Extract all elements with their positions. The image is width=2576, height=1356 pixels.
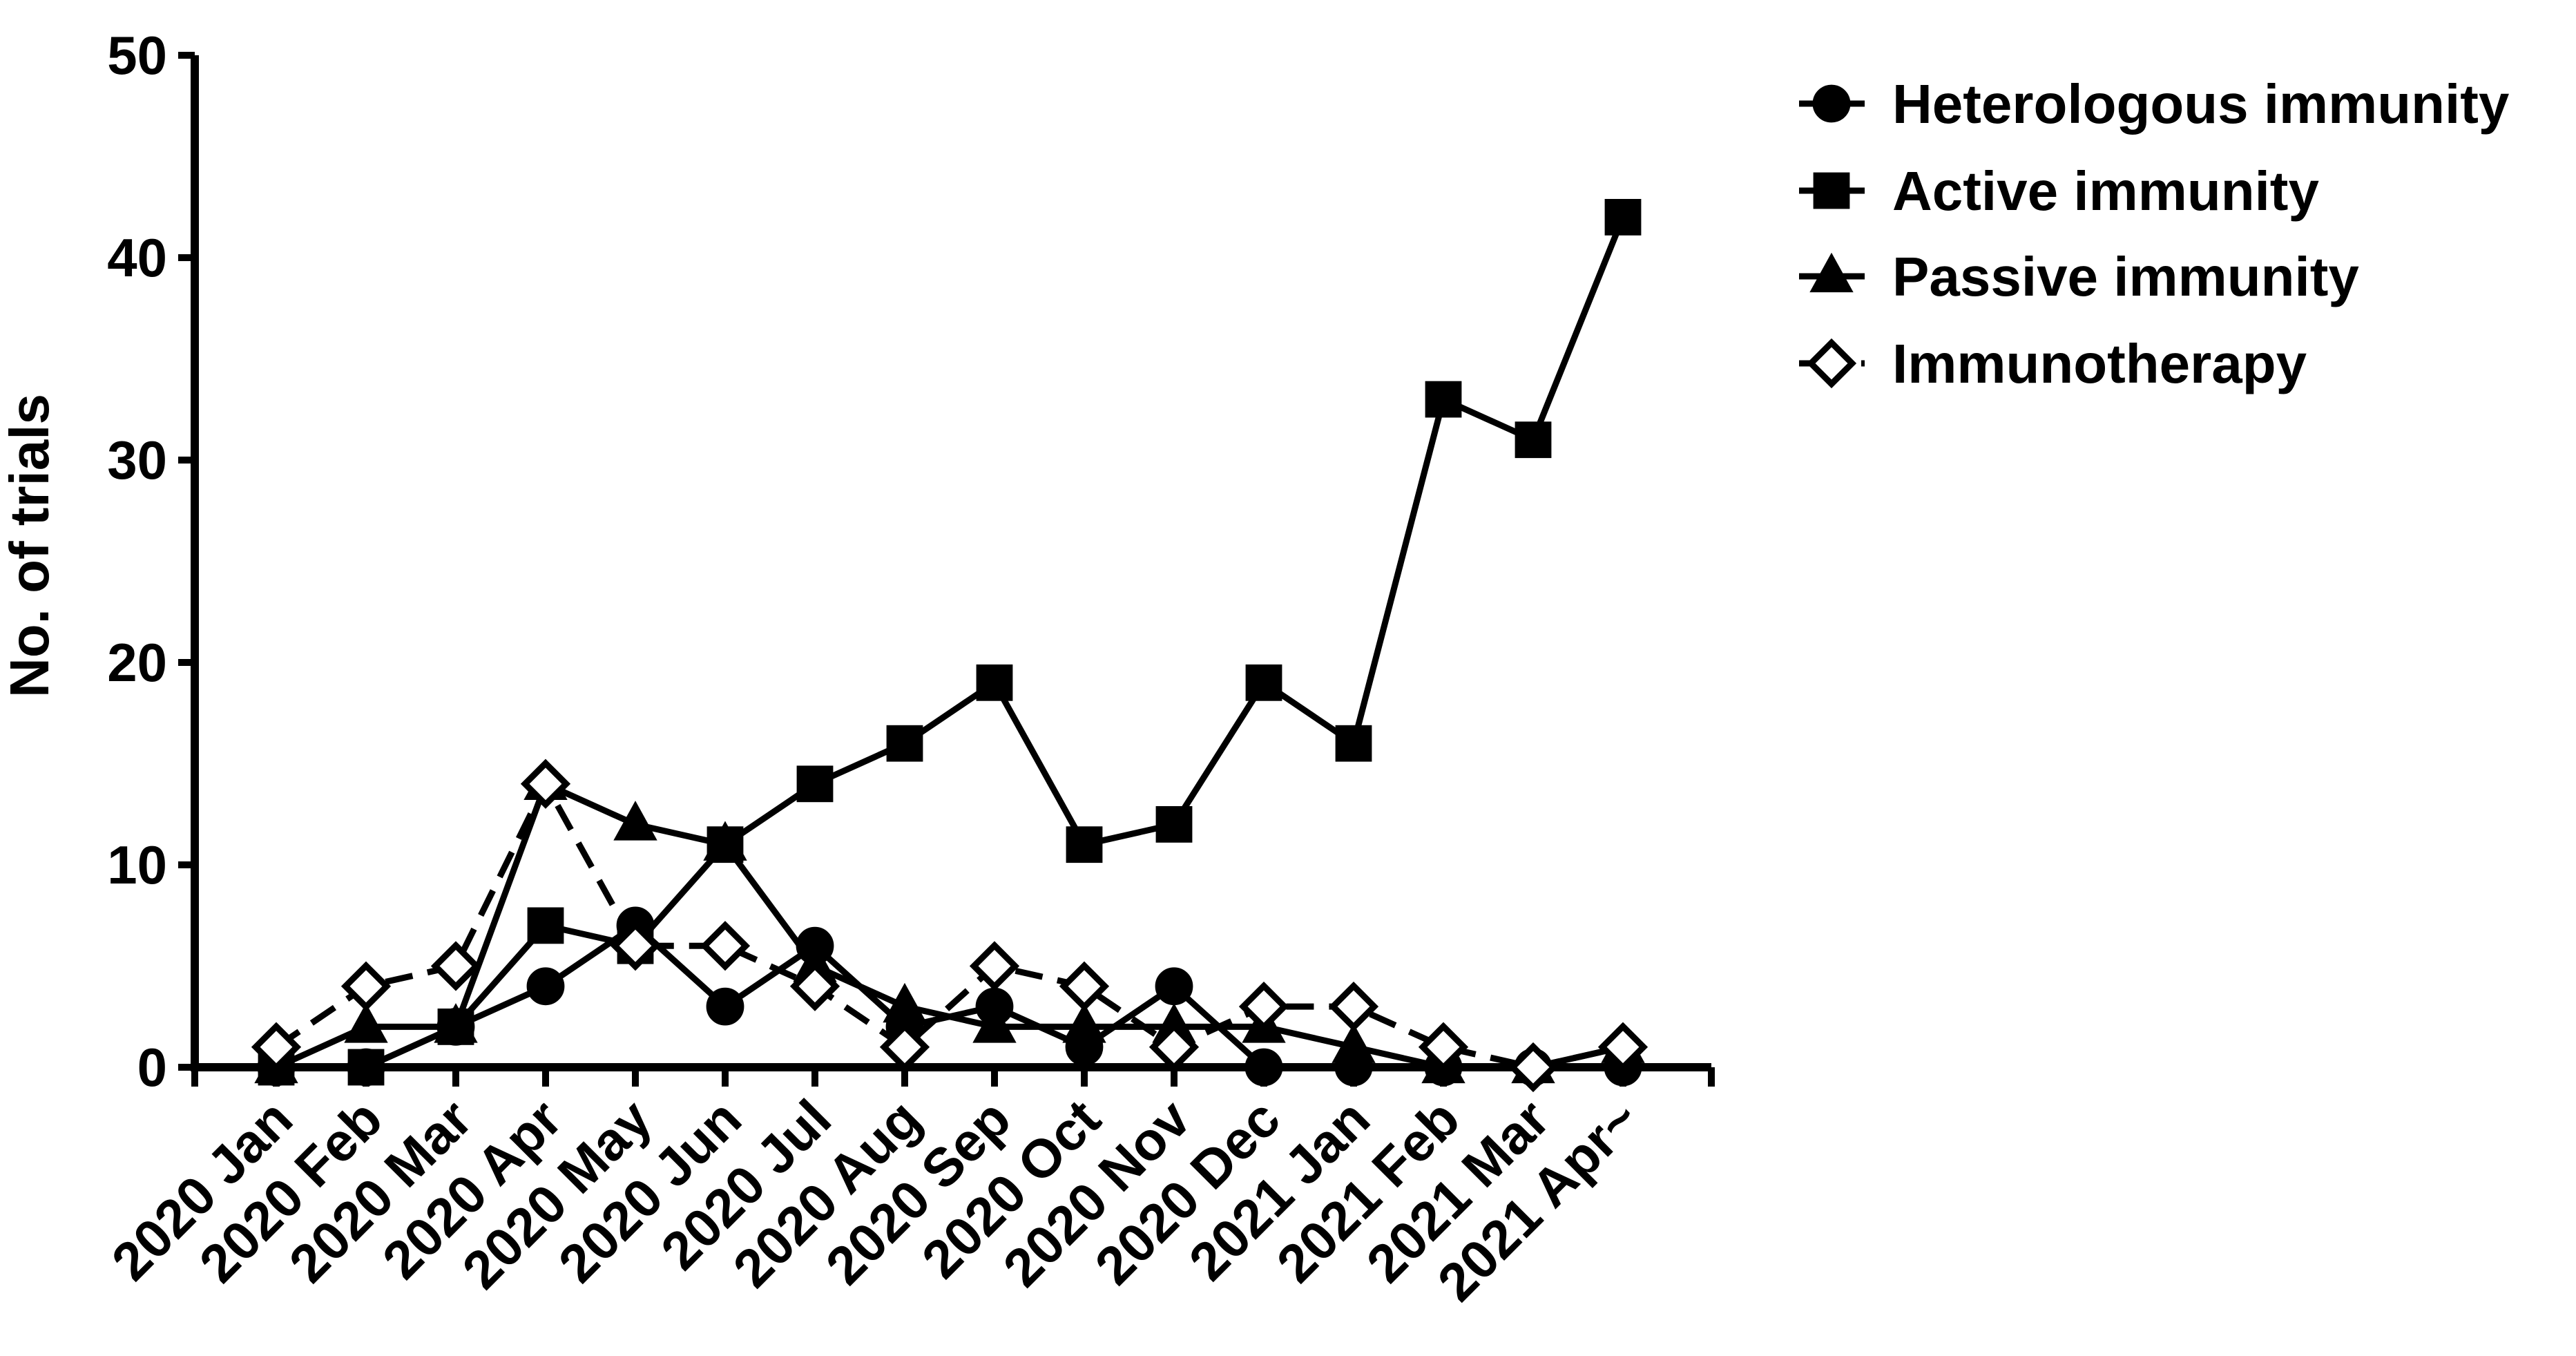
- y-tick-label: 40: [107, 227, 167, 288]
- data-point: [340, 961, 392, 1011]
- data-point: [969, 941, 1020, 991]
- data-point: [1418, 1022, 1469, 1072]
- series-line: [275, 781, 1624, 1071]
- legend-item: Immunotherapy: [1799, 333, 2307, 394]
- data-point: [1059, 961, 1110, 1011]
- data-point: [526, 967, 565, 1006]
- data-point: [972, 1003, 1017, 1043]
- legend-marker: [1812, 84, 1851, 123]
- data-point: [1335, 725, 1372, 762]
- legend-label: Passive immunity: [1892, 246, 2359, 307]
- data-point: [789, 961, 840, 1011]
- legend-marker: [1809, 252, 1854, 293]
- legend-item: Passive immunity: [1799, 246, 2359, 307]
- y-axis-label: No. of trials: [0, 394, 60, 698]
- data-point: [1245, 664, 1282, 701]
- data-point: [1604, 199, 1642, 236]
- data-point: [700, 921, 751, 971]
- data-point: [976, 664, 1013, 701]
- legend-marker: [1806, 338, 1857, 389]
- data-point: [520, 758, 571, 809]
- data-point: [703, 821, 747, 861]
- legend-label: Heterologous immunity: [1892, 73, 2510, 135]
- series-line: [276, 216, 1626, 1071]
- legend-item: Heterologous immunity: [1799, 73, 2510, 135]
- data-point: [347, 1049, 385, 1086]
- data-point: [1597, 1022, 1649, 1072]
- data-point: [1238, 981, 1289, 1032]
- data-point: [430, 941, 481, 991]
- data-point: [1515, 421, 1552, 459]
- data-point: [434, 1003, 478, 1043]
- series-group: [251, 199, 1649, 1093]
- data-point: [879, 1022, 930, 1072]
- data-point: [1425, 381, 1462, 418]
- y-tick-label: 0: [137, 1037, 167, 1098]
- data-point: [883, 982, 927, 1023]
- data-point: [886, 725, 923, 762]
- legend-item: Active immunity: [1799, 160, 2319, 222]
- data-point: [706, 987, 744, 1026]
- data-point: [1066, 826, 1103, 863]
- data-point: [1148, 1022, 1200, 1072]
- data-point: [613, 801, 657, 841]
- series-diamond-open: [251, 758, 1649, 1093]
- data-point: [527, 907, 564, 944]
- data-point: [344, 1003, 388, 1043]
- legend-label: Active immunity: [1892, 160, 2319, 222]
- data-point: [610, 921, 661, 971]
- data-point: [1155, 967, 1193, 1006]
- data-point: [1244, 1048, 1283, 1087]
- series-line: [274, 781, 1624, 1071]
- legend-label: Immunotherapy: [1892, 333, 2307, 394]
- data-point: [1155, 806, 1193, 843]
- data-point: [251, 1022, 302, 1072]
- y-tick-label: 30: [107, 430, 167, 490]
- data-point: [1508, 1042, 1559, 1093]
- legend: Heterologous immunity Active immunity Pass…: [1799, 73, 2510, 394]
- data-point: [1328, 981, 1379, 1032]
- y-tick-label: 50: [107, 25, 167, 86]
- y-tick-label: 10: [107, 834, 167, 895]
- legend-marker: [1813, 172, 1850, 209]
- data-point: [796, 765, 834, 803]
- y-tick-label: 20: [107, 632, 167, 693]
- data-point: [1062, 1003, 1106, 1043]
- data-point: [1332, 1023, 1376, 1063]
